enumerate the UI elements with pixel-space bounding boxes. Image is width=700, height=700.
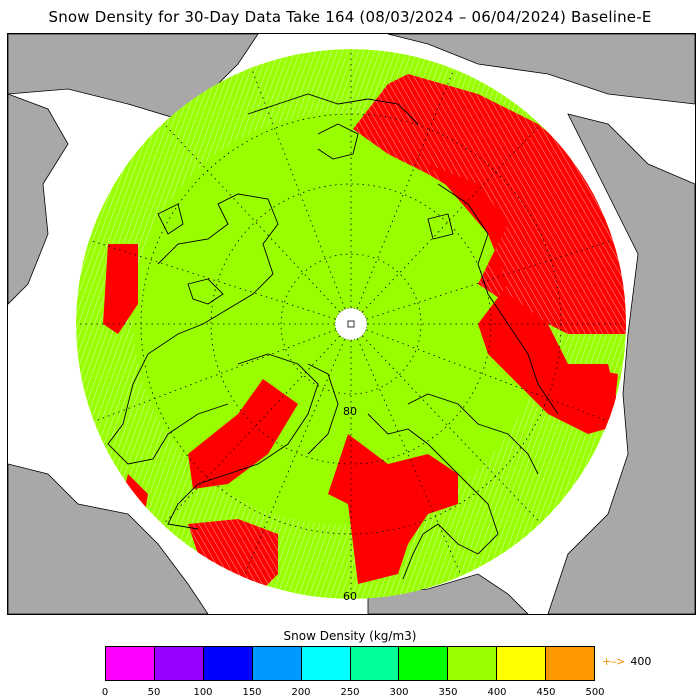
colorbar-tick-label: 400 <box>487 687 507 698</box>
colorbar-tick-label: 150 <box>242 687 262 698</box>
red-region-east <box>563 364 618 419</box>
colorbar-segment <box>106 647 155 680</box>
colorbar-segment <box>448 647 498 680</box>
colorbar-title: Snow Density (kg/m3) <box>283 629 417 643</box>
snow-density-map: 80 60 <box>7 33 696 615</box>
colorbar-segment <box>399 647 449 680</box>
colorbar-tick-label: 350 <box>438 687 458 698</box>
colorbar-segment <box>301 647 351 680</box>
map-title: Snow Density for 30-Day Data Take 164 (0… <box>48 8 652 26</box>
overflow-value: 400 <box>630 655 652 668</box>
lat-label-60: 60 <box>343 590 357 603</box>
colorbar-tick-label: 250 <box>340 687 360 698</box>
colorbar-tick-label: 100 <box>193 687 213 698</box>
colorbar-segment <box>350 647 400 680</box>
pole-hole <box>334 307 368 341</box>
overflow-arrow-icon: +--> <box>602 655 625 668</box>
colorbar-tick-label: 450 <box>536 687 556 698</box>
lat-label-80: 80 <box>343 405 357 418</box>
colorbar-segment <box>546 647 595 680</box>
red-region-greenland-south <box>188 379 298 489</box>
colorbar <box>105 646 595 681</box>
overflow-indicator: +--> 400 <box>602 655 651 668</box>
colorbar-segment <box>497 647 547 680</box>
colorbar-segment <box>252 647 302 680</box>
red-region-scandinavia <box>328 434 458 584</box>
colorbar-tick-label: 50 <box>147 687 161 698</box>
colorbar-segment <box>203 647 253 680</box>
colorbar-tick-label: 0 <box>101 687 109 698</box>
colorbar-segment <box>154 647 204 680</box>
colorbar-tick-label: 300 <box>389 687 409 698</box>
colorbar-tick-label: 200 <box>291 687 311 698</box>
red-region-canada-west <box>103 244 138 334</box>
colorbar-tick-label: 500 <box>585 687 605 698</box>
